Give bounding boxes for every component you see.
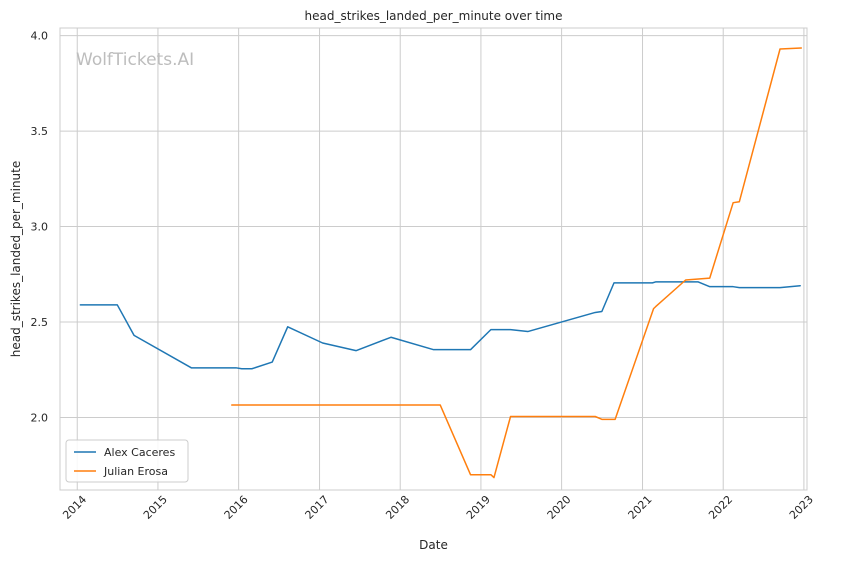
- chart-title: head_strikes_landed_per_minute over time: [304, 9, 562, 23]
- legend-label-2: Julian Erosa: [103, 465, 168, 478]
- y-tick-label: 2.5: [31, 316, 49, 329]
- watermark: WolfTickets.AI: [76, 50, 194, 70]
- y-tick-label: 3.5: [31, 125, 49, 138]
- y-axis-ticks: 2.0 2.5 3.0 3.5 4.0: [31, 30, 49, 425]
- grid: [60, 28, 807, 490]
- legend-label-1: Alex Caceres: [104, 446, 175, 459]
- series-layer: [79, 47, 802, 479]
- y-tick-label: 4.0: [31, 30, 49, 43]
- plot-area-frame: [59, 27, 808, 491]
- y-axis-label: head_strikes_landed_per_minute: [9, 161, 23, 358]
- y-tick-label: 3.0: [31, 221, 49, 234]
- y-tick-label: 2.0: [31, 411, 49, 424]
- series-line-1: [79, 281, 801, 370]
- legend: Alex Caceres Julian Erosa: [65, 439, 189, 483]
- x-axis-label: Date: [419, 538, 448, 552]
- series-line-2: [231, 47, 802, 479]
- legend-box: [65, 439, 189, 483]
